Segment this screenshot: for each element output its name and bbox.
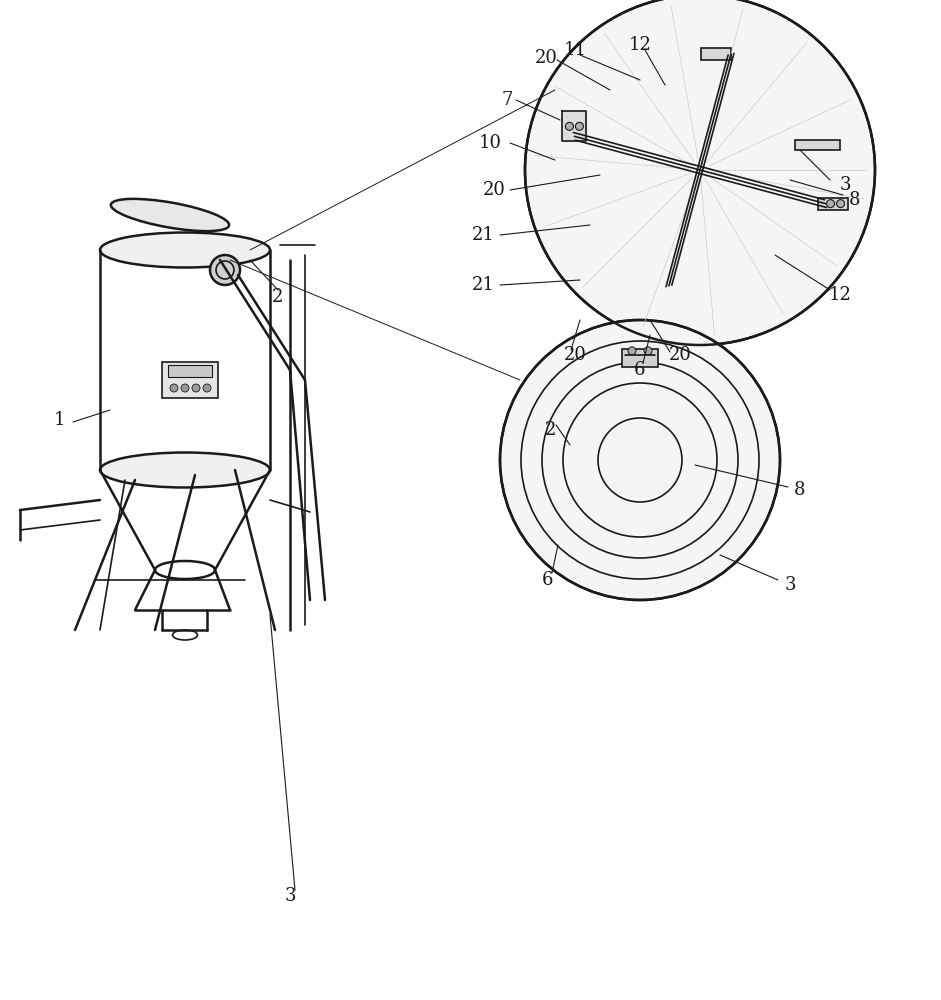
Text: 12: 12 — [829, 286, 852, 304]
Text: 7: 7 — [502, 91, 513, 109]
Text: 10: 10 — [479, 134, 502, 152]
Ellipse shape — [210, 255, 240, 285]
Text: 21: 21 — [471, 276, 494, 294]
Text: 12: 12 — [629, 36, 651, 54]
Text: 6: 6 — [542, 571, 553, 589]
FancyBboxPatch shape — [795, 140, 840, 150]
Ellipse shape — [111, 199, 229, 231]
Polygon shape — [563, 111, 586, 141]
Text: 2: 2 — [546, 421, 557, 439]
Text: 3: 3 — [284, 887, 295, 905]
Text: 20: 20 — [483, 181, 505, 199]
Circle shape — [837, 200, 845, 208]
Text: 2: 2 — [272, 288, 283, 306]
Text: 21: 21 — [471, 226, 494, 244]
Circle shape — [203, 384, 211, 392]
Text: 8: 8 — [849, 191, 861, 209]
Text: 11: 11 — [564, 41, 586, 59]
Ellipse shape — [100, 232, 270, 267]
Text: 20: 20 — [534, 49, 557, 67]
Text: 3: 3 — [784, 576, 796, 594]
Circle shape — [566, 122, 573, 130]
Text: 1: 1 — [55, 411, 66, 429]
Circle shape — [644, 347, 652, 355]
Circle shape — [525, 0, 875, 345]
FancyBboxPatch shape — [701, 48, 731, 60]
Circle shape — [192, 384, 200, 392]
Circle shape — [576, 122, 583, 130]
FancyBboxPatch shape — [818, 198, 848, 210]
FancyBboxPatch shape — [622, 349, 658, 367]
Circle shape — [628, 347, 636, 355]
FancyBboxPatch shape — [168, 365, 212, 377]
Ellipse shape — [100, 452, 270, 488]
Circle shape — [500, 320, 780, 600]
Circle shape — [181, 384, 189, 392]
Text: 20: 20 — [668, 346, 692, 364]
FancyBboxPatch shape — [162, 362, 218, 398]
Text: 3: 3 — [839, 176, 851, 194]
Text: 20: 20 — [564, 346, 586, 364]
Text: 6: 6 — [634, 361, 646, 379]
Circle shape — [826, 200, 835, 208]
Text: 8: 8 — [794, 481, 805, 499]
Circle shape — [170, 384, 178, 392]
